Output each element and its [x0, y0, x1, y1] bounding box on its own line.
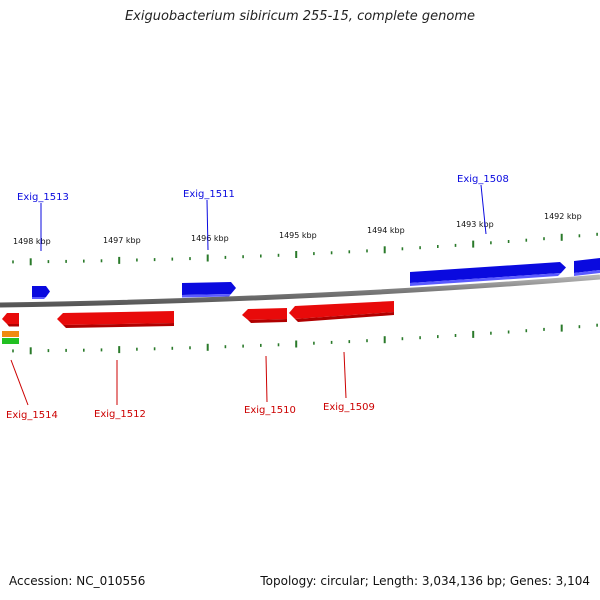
feature-orange[interactable] — [2, 331, 19, 337]
leader-exig-1511 — [206, 199, 209, 251]
gene-exig-1510[interactable] — [242, 308, 287, 323]
label-exig-1511[interactable]: Exig_1511 — [183, 189, 235, 200]
accession-text: Accession: NC_010556 — [9, 574, 146, 588]
genome-backbone — [0, 274, 600, 308]
scale-label-1492: 1492 kbp — [544, 212, 582, 221]
scale-label-1496: 1496 kbp — [191, 234, 229, 243]
label-exig-1510[interactable]: Exig_1510 — [244, 405, 296, 416]
genome-summary-text: Topology: circular; Length: 3,034,136 bp… — [260, 574, 590, 588]
scale-label-1498: 1498 kbp — [13, 237, 51, 246]
label-exig-1509[interactable]: Exig_1509 — [323, 402, 375, 413]
gene-exig-1514[interactable] — [2, 313, 19, 327]
leader-exig-1514 — [10, 359, 29, 406]
gene-exig-1508[interactable] — [410, 262, 566, 286]
leader-exig-1508 — [480, 184, 487, 235]
scale-label-1493: 1493 kbp — [456, 220, 494, 229]
gene-exig-1512[interactable] — [57, 311, 174, 328]
inner-tick-ring — [12, 323, 598, 355]
label-exig-1514[interactable]: Exig_1514 — [6, 410, 58, 421]
map-title: Exiguobacterium sibiricum 255-15, comple… — [124, 9, 476, 24]
scale-label-1495: 1495 kbp — [279, 231, 317, 240]
scale-label-1494: 1494 kbp — [367, 226, 405, 235]
feature-green[interactable] — [2, 338, 19, 344]
leader-exig-1510 — [265, 355, 268, 403]
gene-exig-1511[interactable] — [182, 282, 236, 298]
leader-exig-1509 — [343, 351, 347, 399]
gene-exig-1509[interactable] — [289, 301, 394, 322]
label-exig-1512[interactable]: Exig_1512 — [94, 409, 146, 420]
gene-forward-partial[interactable] — [574, 258, 600, 276]
outer-tick-ring — [12, 232, 598, 266]
label-exig-1513[interactable]: Exig_1513 — [17, 192, 69, 203]
label-exig-1508[interactable]: Exig_1508 — [457, 174, 509, 185]
gene-exig-1513[interactable] — [32, 286, 50, 299]
scale-label-1497: 1497 kbp — [103, 236, 141, 245]
